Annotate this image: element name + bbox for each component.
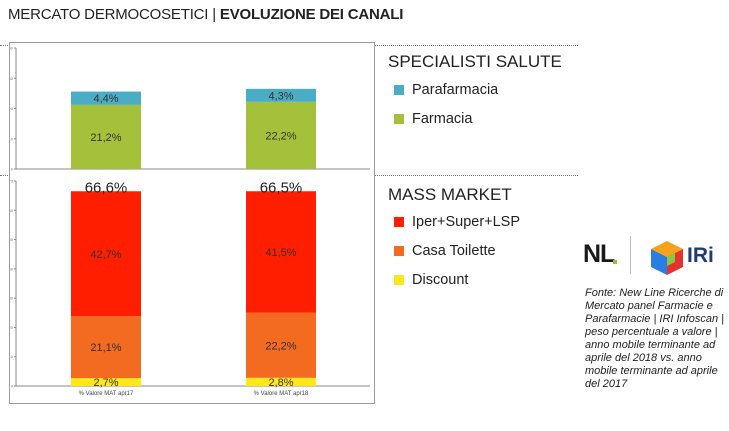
bar-label-discount-1: 2,7% (93, 377, 118, 389)
bar-total-label-2: 66,5% (260, 179, 303, 196)
y-tick-label-mass: 40 (10, 266, 14, 271)
logos: NL IRi (583, 236, 723, 280)
legend-title-mass-market: MASS MARKET (388, 185, 512, 204)
nl-logo-dot (613, 260, 617, 264)
iri-logo-text: IRi (687, 244, 714, 267)
legend-item-iper-super-lsp: Iper+Super+LSP (394, 214, 520, 230)
chart-frame: 0 10 20 30 40 21,2% 4,4% 22,2% 4,3% 0 10 20 30 40 50 60… (9, 42, 375, 404)
bar-farmacia-1 (71, 104, 141, 169)
legend-label-farmacia: Farmacia (412, 111, 473, 127)
bar-parafarmacia-1 (71, 91, 141, 105)
y-tick-label-mass: 60 (10, 208, 14, 213)
legend-label-parafarmacia: Parafarmacia (412, 82, 499, 98)
legend-swatch-farmacia (394, 114, 404, 124)
y-tick-label-mass: 50 (10, 237, 14, 242)
legend-item-discount: Discount (394, 272, 468, 288)
bar-label-iper-super-lsp-2: 41,5% (265, 247, 296, 259)
y-tick-label-mass: 70 (10, 179, 14, 184)
bar-iper-super-lsp-1 (71, 191, 141, 317)
y-tick-label-specialisti: 40 (10, 46, 14, 51)
y-tick-label-specialisti: 20 (10, 106, 14, 111)
bar-label-iper-super-lsp-1: 42,7% (90, 249, 121, 261)
y-tick-label-mass: 0 (11, 384, 14, 389)
legend-swatch-discount (394, 275, 404, 285)
bar-parafarmacia-2 (246, 88, 316, 102)
bar-discount-2 (246, 377, 316, 386)
nl-logo: NL (583, 240, 615, 268)
y-tick-label-mass: 10 (10, 354, 14, 359)
x-category-label-2: % Valore MAT apr18 (254, 391, 309, 397)
legend-swatch-casa-toilette (394, 246, 404, 256)
bar-label-parafarmacia-2: 4,3% (268, 90, 293, 102)
legend-swatch-parafarmacia (394, 85, 404, 95)
x-category-label-1: % Valore MAT apr17 (79, 391, 134, 397)
iri-cube-icon (651, 241, 683, 275)
legend-item-farmacia: Farmacia (394, 111, 472, 127)
y-tick-label-mass: 20 (10, 325, 14, 330)
bar-label-discount-2: 2,8% (268, 377, 293, 389)
y-tick-label-specialisti: 10 (10, 136, 14, 141)
bar-label-farmacia-1: 21,2% (90, 132, 121, 144)
bar-casa-toilette-2 (246, 312, 316, 378)
y-tick-label-mass: 30 (10, 296, 14, 301)
logo-separator (630, 236, 631, 274)
title-bold: EVOLUZIONE DEI CANALI (219, 6, 404, 23)
y-tick-label-specialisti: 0 (11, 167, 14, 172)
bar-total-label-1: 66,6% (85, 179, 128, 196)
legend-label-casa-toilette: Casa Toilette (412, 243, 496, 259)
y-tick-label-specialisti: 30 (10, 76, 14, 81)
legend-title-specialisti: SPECIALISTI SALUTE (388, 52, 562, 71)
legend-label-discount: Discount (412, 272, 469, 288)
bar-discount-1 (71, 378, 141, 386)
legend-label-iper-super-lsp: Iper+Super+LSP (412, 214, 521, 230)
stacked-bar-chart: 0 10 20 30 40 21,2% 4,4% 22,2% 4,3% 0 10 20 30 40 50 60… (9, 46, 370, 397)
bar-casa-toilette-1 (71, 316, 141, 379)
page-title: MERCATO DERMOCOSETICI | EVOLUZIONE DEI C… (8, 6, 403, 23)
title-regular: MERCATO DERMOCOSETICI | (8, 6, 220, 23)
bar-label-farmacia-2: 22,2% (265, 130, 296, 142)
source-note: Fonte: New Line Ricerche di Mercato pane… (585, 287, 724, 390)
legend-item-parafarmacia: Parafarmacia (394, 82, 498, 98)
bar-iper-super-lsp-2 (246, 191, 316, 313)
bar-label-parafarmacia-1: 4,4% (93, 93, 118, 105)
bar-label-casa-toilette-1: 21,1% (90, 342, 121, 354)
bar-label-casa-toilette-2: 22,2% (265, 340, 296, 352)
legend-swatch-iper-super-lsp (394, 217, 404, 227)
bar-farmacia-2 (246, 101, 316, 169)
legend-item-casa-toilette: Casa Toilette (394, 243, 496, 259)
